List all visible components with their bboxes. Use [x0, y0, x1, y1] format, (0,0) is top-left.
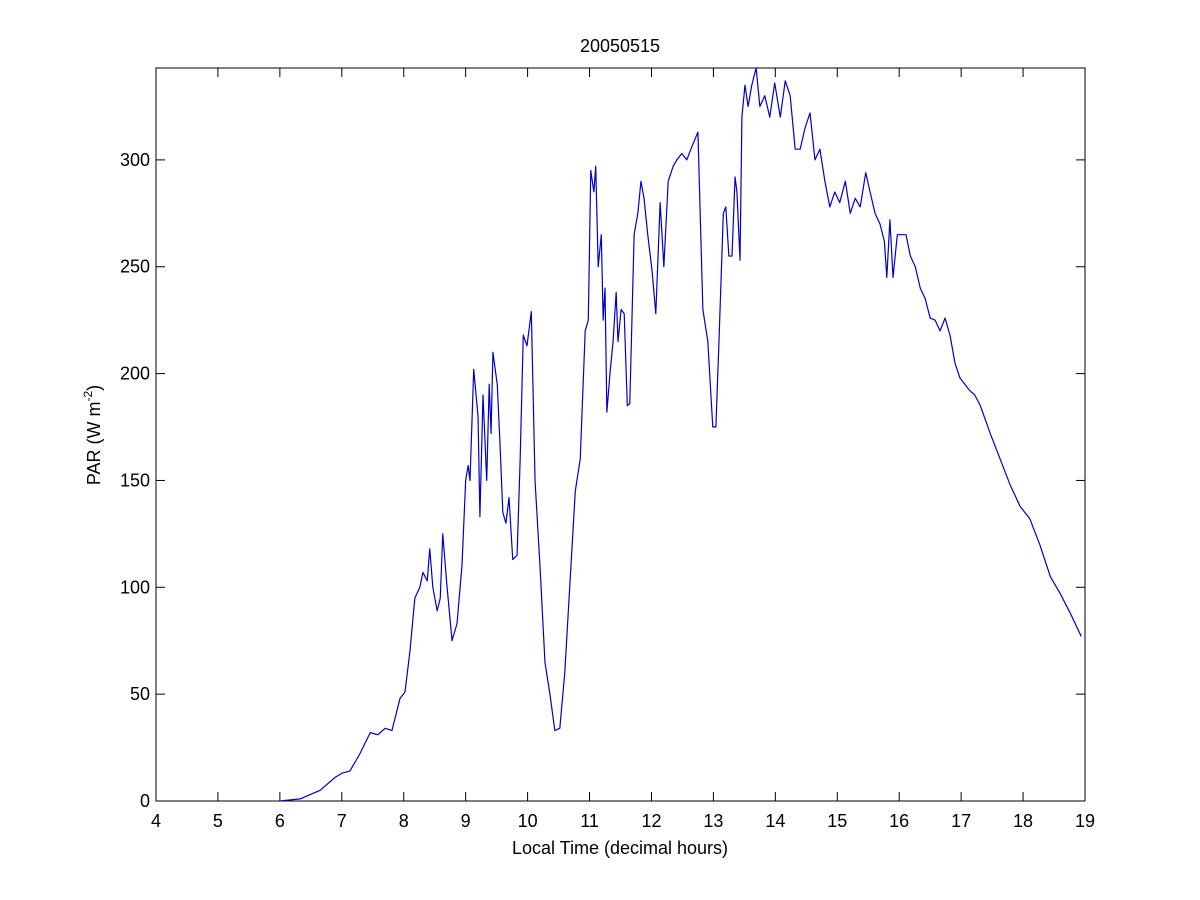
x-tick-label: 14 [765, 811, 785, 831]
y-tick-label: 0 [140, 791, 150, 811]
y-tick-label: 200 [120, 364, 150, 384]
x-tick-label: 6 [275, 811, 285, 831]
y-label-sup: -2 [81, 391, 95, 402]
x-tick-label: 19 [1075, 811, 1095, 831]
x-tick-label: 10 [518, 811, 538, 831]
x-axis-label: Local Time (decimal hours) [512, 838, 728, 858]
x-tick-label: 11 [580, 811, 599, 831]
y-tick-label: 300 [120, 150, 150, 170]
x-tick-label: 8 [399, 811, 409, 831]
y-label-end: ) [84, 385, 104, 391]
y-axis-label: PAR (W m-2) [81, 385, 104, 485]
x-tick-label: 16 [889, 811, 909, 831]
x-tick-label: 4 [151, 811, 161, 831]
chart-title: 20050515 [580, 36, 660, 56]
x-tick-label: 15 [827, 811, 847, 831]
x-tick-label: 13 [703, 811, 723, 831]
plot-frame [155, 67, 1086, 802]
y-tick-label: 50 [130, 684, 150, 704]
y-tick-label: 250 [120, 257, 150, 277]
y-tick-label: 150 [120, 470, 150, 490]
x-tick-label: 17 [951, 811, 971, 831]
y-label-base: PAR (W m [84, 402, 104, 486]
x-tick-label: 12 [641, 811, 661, 831]
y-tick-label: 100 [120, 577, 150, 597]
x-tick-label: 18 [1013, 811, 1033, 831]
x-tick-label: 5 [213, 811, 223, 831]
x-tick-label: 7 [337, 811, 347, 831]
data-line [279, 67, 1082, 802]
x-tick-label: 9 [461, 811, 471, 831]
